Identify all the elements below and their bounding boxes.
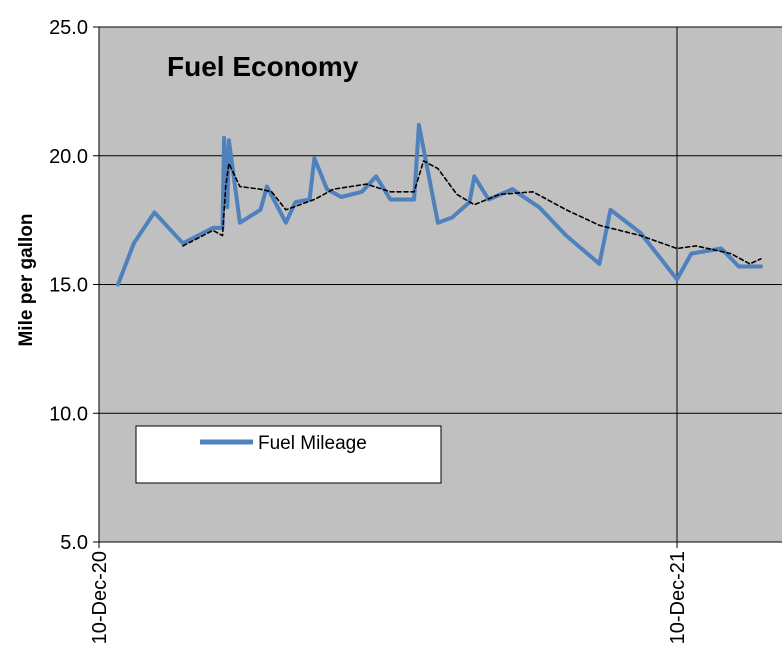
y-axis-label: Mile per gallon xyxy=(16,213,37,346)
y-tick-label: 15.0 xyxy=(49,275,88,297)
legend: Fuel Mileage xyxy=(135,425,442,484)
chart-title: Fuel Economy xyxy=(167,51,359,82)
x-tick-label: 10-Dec-20 xyxy=(89,551,111,644)
y-tick-label: 20.0 xyxy=(49,146,88,168)
y-tick-label: 5.0 xyxy=(60,532,88,554)
y-tick-label: 10.0 xyxy=(49,403,88,425)
legend-box xyxy=(135,425,442,484)
x-tick-label: 10-Dec-21 xyxy=(667,551,689,644)
trend-line-series xyxy=(182,160,762,265)
y-tick-label: 25.0 xyxy=(49,17,88,39)
legend-label-fuel-mileage: Fuel Mileage xyxy=(258,433,367,454)
